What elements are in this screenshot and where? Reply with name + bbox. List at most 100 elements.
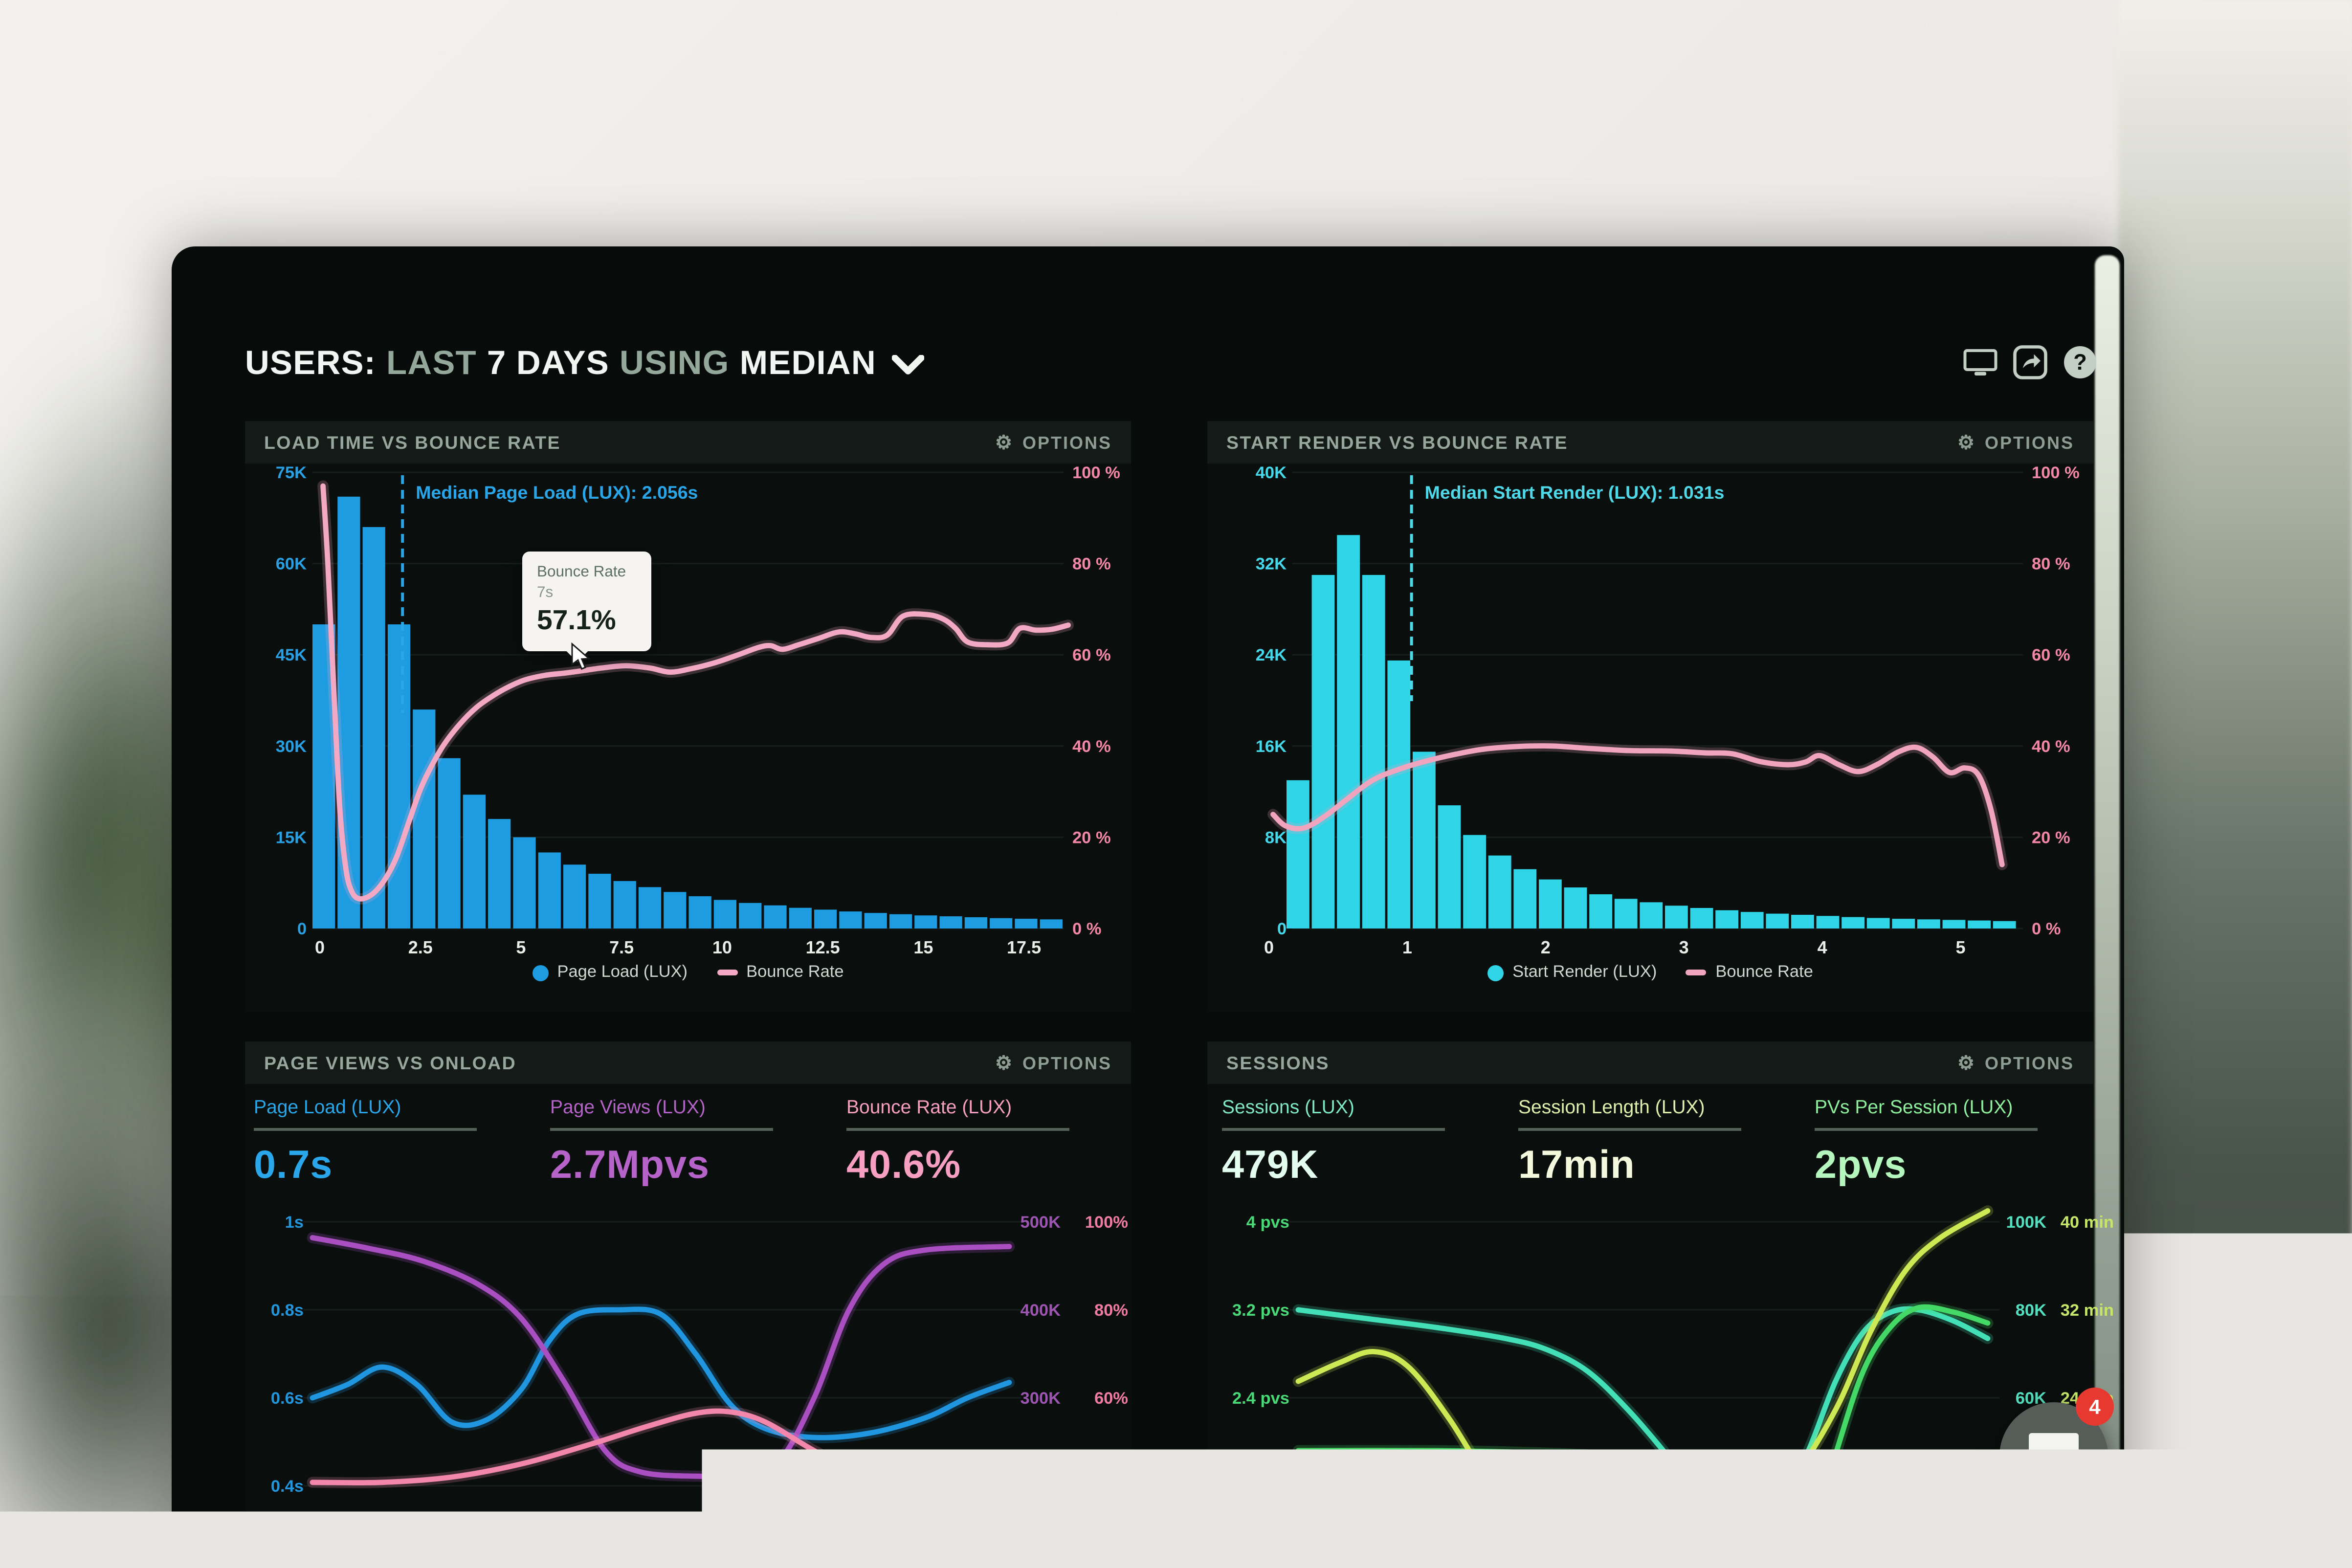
- chat-bubble-icon: [2026, 1430, 2082, 1483]
- metric-label: PVs Per Session (LUX): [1815, 1096, 2093, 1118]
- metric-underline: [1815, 1128, 2038, 1131]
- legend-dot-swatch: [1487, 965, 1504, 981]
- legend-load-time: Page Load (LUX) Bounce Rate: [245, 964, 1131, 981]
- svg-text:1s: 1s: [285, 1213, 304, 1232]
- svg-text:0: 0: [1264, 937, 1274, 957]
- legend-label: Start Render (LUX): [1512, 964, 1657, 981]
- legend-item[interactable]: Bounce Rate: [1686, 964, 1813, 981]
- metric-sessions: Sessions (LUX) 479K: [1222, 1096, 1501, 1188]
- share-icon[interactable]: [2013, 345, 2048, 380]
- metric-underline: [1518, 1128, 1741, 1131]
- panel-title: START RENDER VS BOUNCE RATE: [1226, 432, 1568, 453]
- svg-text:45K: 45K: [276, 646, 307, 664]
- bounce-rate-tooltip: Bounce Rate 7s 57.1%: [522, 552, 651, 651]
- users-median-dropdown[interactable]: USERS: LAST 7 DAYS USING MEDIAN: [245, 342, 925, 383]
- load-time-histogram-chart[interactable]: Median Page Load (LUX): 2.056s 75K 60K 45K 3…: [245, 464, 1131, 1012]
- gear-icon: ⚙: [995, 1053, 1014, 1072]
- svg-text:60 %: 60 %: [1072, 646, 1111, 664]
- title-median: MEDIAN: [740, 343, 876, 382]
- options-button[interactable]: ⚙ OPTIONS: [1957, 1053, 2074, 1073]
- svg-text:15K: 15K: [276, 828, 307, 847]
- legend-item[interactable]: Page Load (LUX): [532, 964, 688, 981]
- svg-text:12.5: 12.5: [806, 937, 840, 957]
- svg-text:0: 0: [297, 920, 307, 938]
- gear-icon: ⚙: [995, 433, 1014, 452]
- legend-label: Bounce Rate: [1715, 964, 1813, 981]
- tooltip-title: Bounce Rate: [537, 563, 637, 581]
- metric-underline: [846, 1128, 1069, 1131]
- metric-label: Page Views (LUX): [550, 1096, 829, 1118]
- svg-text:?: ?: [2073, 350, 2087, 375]
- start-render-histogram-chart[interactable]: Median Start Render (LUX): 1.031s 40K 32K 2…: [1207, 464, 2093, 1012]
- chat-notification-badge: 4: [2076, 1388, 2114, 1426]
- panel-header-page-views: PAGE VIEWS VS ONLOAD ⚙ OPTIONS: [245, 1041, 1131, 1084]
- display-icon[interactable]: [1963, 345, 1998, 380]
- title-last: LAST: [386, 343, 477, 382]
- tooltip-x-value: 7s: [537, 584, 637, 601]
- background-wall: [2118, 0, 2352, 1568]
- legend-dash-swatch: [717, 970, 737, 975]
- toolbar: ?: [1963, 345, 2098, 380]
- svg-text:80 %: 80 %: [2032, 555, 2070, 574]
- svg-text:15: 15: [913, 937, 933, 957]
- svg-text:0.6s: 0.6s: [271, 1389, 304, 1408]
- metric-label: Page Load (LUX): [254, 1096, 533, 1118]
- metric-value: 17min: [1518, 1143, 1797, 1188]
- svg-text:80 %: 80 %: [1072, 555, 1111, 574]
- legend-item[interactable]: Start Render (LUX): [1487, 964, 1657, 981]
- svg-text:8K: 8K: [1265, 828, 1287, 847]
- help-icon[interactable]: ?: [2063, 345, 2098, 380]
- svg-text:7.5: 7.5: [609, 937, 634, 957]
- metric-bounce-rate: Bounce Rate (LUX) 40.6%: [846, 1096, 1125, 1188]
- svg-text:10: 10: [712, 937, 732, 957]
- svg-text:3.2 pvs: 3.2 pvs: [1232, 1301, 1289, 1320]
- svg-text:60K: 60K: [276, 555, 307, 574]
- options-button[interactable]: ⚙ OPTIONS: [995, 1053, 1112, 1073]
- svg-text:20 %: 20 %: [2032, 828, 2070, 847]
- panel-header-load-time: LOAD TIME VS BOUNCE RATE ⚙ OPTIONS: [245, 421, 1131, 464]
- metric-underline: [550, 1128, 773, 1131]
- gear-icon: ⚙: [1957, 1053, 1976, 1072]
- svg-text:24K: 24K: [1256, 646, 1287, 664]
- svg-text:2: 2: [1541, 937, 1551, 957]
- svg-text:32 min: 32 min: [2061, 1301, 2114, 1320]
- options-button[interactable]: ⚙ OPTIONS: [995, 432, 1112, 453]
- svg-text:32K: 32K: [1256, 555, 1287, 574]
- svg-text:0 %: 0 %: [2032, 920, 2061, 938]
- metric-label: Session Length (LUX): [1518, 1096, 1797, 1118]
- svg-text:80K: 80K: [2016, 1301, 2046, 1320]
- options-button[interactable]: ⚙ OPTIONS: [1957, 432, 2074, 453]
- panel-title: PAGE VIEWS VS ONLOAD: [264, 1053, 516, 1073]
- svg-text:17.5: 17.5: [1007, 937, 1041, 957]
- svg-text:4: 4: [1818, 937, 1827, 957]
- svg-text:40 %: 40 %: [2032, 737, 2070, 756]
- chevron-down-icon: [892, 354, 925, 375]
- svg-text:400K: 400K: [1021, 1301, 1061, 1320]
- svg-text:5: 5: [516, 937, 526, 957]
- svg-text:0: 0: [1277, 920, 1287, 938]
- svg-text:3: 3: [1679, 937, 1689, 957]
- plant-leaf-blur: [610, 0, 1282, 247]
- metric-value: 2pvs: [1815, 1143, 2093, 1188]
- metric-value: 40.6%: [846, 1143, 1125, 1188]
- legend-dash-swatch: [1686, 970, 1707, 975]
- panel-title: SESSIONS: [1226, 1053, 1330, 1073]
- title-using: USING: [620, 343, 730, 382]
- svg-text:100%: 100%: [1085, 1213, 1128, 1232]
- svg-text:1: 1: [1402, 937, 1412, 957]
- metric-value: 2.7Mpvs: [550, 1143, 829, 1188]
- svg-text:0: 0: [315, 937, 325, 957]
- svg-text:300K: 300K: [1021, 1389, 1061, 1408]
- title-days: 7 DAYS: [487, 343, 609, 382]
- legend-label: Page Load (LUX): [557, 964, 688, 981]
- mouse-cursor: [569, 642, 596, 672]
- photo-stage: USERS: LAST 7 DAYS USING MEDIAN ? LOAD T…: [0, 0, 2352, 1568]
- panel-header-start-render: START RENDER VS BOUNCE RATE ⚙ OPTIONS: [1207, 421, 2093, 464]
- metric-page-views: Page Views (LUX) 2.7Mpvs: [550, 1096, 829, 1188]
- legend-item[interactable]: Bounce Rate: [717, 964, 844, 981]
- svg-text:200K: 200K: [1021, 1477, 1061, 1496]
- svg-text:40 min: 40 min: [2061, 1213, 2114, 1232]
- metric-underline: [1222, 1128, 1445, 1131]
- svg-text:100K: 100K: [2006, 1213, 2047, 1232]
- legend-dot-swatch: [532, 965, 548, 981]
